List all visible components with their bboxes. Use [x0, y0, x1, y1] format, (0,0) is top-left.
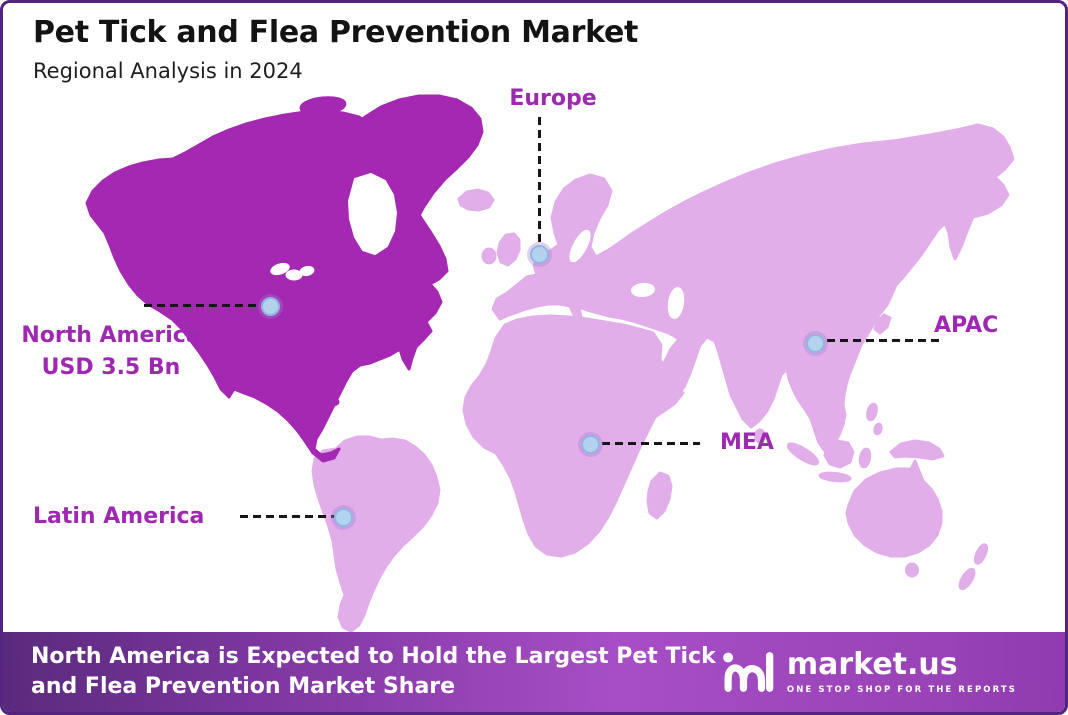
island-australia: [845, 459, 943, 558]
region-marker-mea: [581, 435, 600, 454]
leader-line-latin-america: [240, 515, 335, 518]
island-japan: [867, 285, 891, 319]
region-label-mea: MEA: [720, 430, 774, 455]
leader-line-mea: [602, 442, 700, 445]
caspian-sea: [667, 287, 685, 319]
island-uk: [496, 232, 521, 267]
inland-seas: [270, 173, 685, 319]
island-borneo: [823, 439, 855, 469]
region-marker-latin-america: [334, 508, 353, 527]
island-ireland: [481, 247, 497, 265]
island-philippines: [866, 402, 878, 422]
region-label-north-america-name: North America: [21, 323, 201, 348]
island-cuba: [291, 389, 321, 401]
black-sea: [631, 282, 655, 298]
island-java: [818, 471, 852, 483]
leader-line-apac: [827, 339, 942, 342]
region-label-latin-america: Latin America: [33, 504, 205, 529]
island-sumatra: [786, 442, 820, 466]
great-lakes: [270, 262, 290, 276]
region-marker-europe: [530, 245, 549, 264]
region-label-europe: Europe: [509, 86, 597, 111]
page-title: Pet Tick and Flea Prevention Market: [33, 15, 639, 50]
leader-line-north-america: [144, 304, 261, 307]
continent-north-america-highlighted: [85, 94, 484, 463]
banner-headline: North America is Expected to Hold the La…: [31, 644, 716, 699]
logo-name: market.us: [786, 646, 958, 682]
page-subtitle: Regional Analysis in 2024: [33, 59, 303, 83]
island-iceland: [457, 188, 495, 212]
market-us-logo-mark: [723, 652, 774, 692]
header: Pet Tick and Flea Prevention Market Regi…: [33, 15, 638, 83]
bottom-banner: North America is Expected to Hold the La…: [3, 632, 1065, 712]
hudson-bay: [348, 173, 397, 255]
island-madagascar: [646, 471, 673, 520]
island-tasmania: [905, 562, 919, 578]
logo-tagline: ONE STOP SHOP FOR THE REPORTS: [786, 684, 1017, 695]
arctic-islands: [299, 96, 347, 116]
market-us-logo: market.us ONE STOP SHOP FOR THE REPORTS: [720, 645, 1017, 699]
island-new-guinea: [889, 439, 945, 461]
region-label-apac: APAC: [934, 313, 999, 338]
world-map: [85, 94, 1015, 633]
continent-oceania: [786, 439, 989, 591]
region-value-north-america: USD 3.5 Bn: [41, 355, 181, 380]
continent-africa: [462, 314, 685, 558]
island-sri-lanka: [754, 428, 766, 444]
leader-line-europe: [538, 117, 541, 245]
region-marker-apac: [806, 334, 825, 353]
continent-south-america: [311, 435, 441, 633]
continent-eurasia: [457, 123, 1015, 453]
region-label-north-america: North America USD 3.5 Bn: [11, 320, 211, 384]
region-marker-north-america: [261, 297, 280, 316]
baltic-sea: [569, 229, 591, 263]
logo-text-column: market.us ONE STOP SHOP FOR THE REPORTS: [786, 646, 1017, 695]
island-new-zealand: [973, 543, 989, 565]
island-hispaniola: [324, 397, 340, 407]
